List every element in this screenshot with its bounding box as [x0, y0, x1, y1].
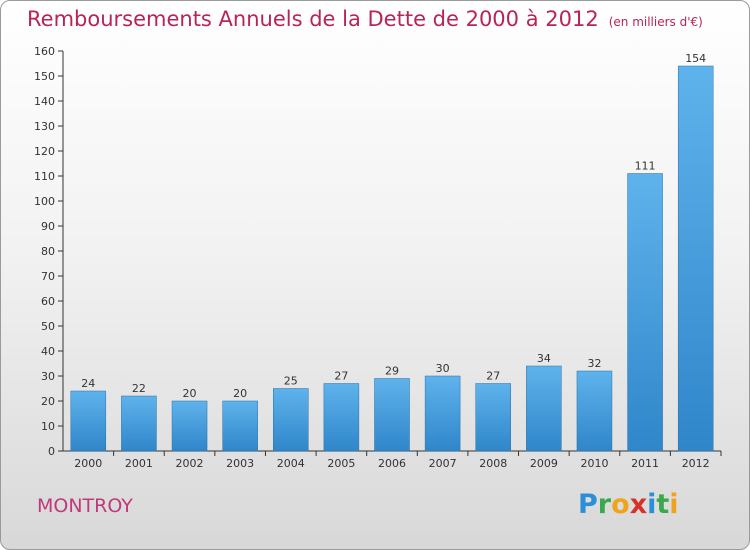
proxiti-logo: Proxiti — [578, 489, 679, 520]
y-tick-label: 130 — [34, 120, 55, 133]
bar-value-label: 29 — [385, 365, 399, 378]
x-tick-label: 2000 — [74, 457, 102, 470]
y-tick-label: 30 — [41, 370, 55, 383]
y-tick-label: 140 — [34, 95, 55, 108]
x-tick-label: 2009 — [530, 457, 558, 470]
y-tick-label: 90 — [41, 220, 55, 233]
x-tick-label: 2010 — [580, 457, 608, 470]
bar — [576, 370, 613, 452]
bar — [627, 173, 663, 452]
commune-name: MONTROY — [37, 495, 133, 517]
bar-value-label: 154 — [685, 52, 706, 65]
bar — [424, 375, 461, 452]
y-tick-label: 50 — [41, 320, 55, 333]
y-tick-label: 20 — [41, 395, 55, 408]
logo-letter: i — [647, 489, 657, 520]
y-tick-label: 0 — [48, 445, 55, 458]
x-tick-label: 2007 — [429, 457, 457, 470]
bar — [70, 390, 107, 452]
x-tick-label: 2004 — [277, 457, 305, 470]
x-tick-label: 2003 — [226, 457, 254, 470]
bar-value-label: 111 — [635, 160, 656, 173]
logo-letter: o — [611, 489, 630, 520]
logo-letter: t — [656, 489, 670, 520]
title-unit: (en milliers d'€) — [608, 15, 703, 29]
bar-value-label: 32 — [587, 357, 601, 370]
y-tick-label: 60 — [41, 295, 55, 308]
x-tick-label: 2008 — [479, 457, 507, 470]
bar — [475, 383, 511, 452]
x-tick-label: 2005 — [327, 457, 355, 470]
title-main: Remboursements Annuels de la Dette de 20… — [27, 7, 599, 31]
bar-value-label: 27 — [486, 370, 500, 383]
logo-letter: r — [597, 489, 612, 520]
bar — [273, 388, 309, 452]
bar — [677, 65, 714, 452]
bar-value-label: 22 — [132, 382, 146, 395]
logo-letter: P — [578, 489, 598, 520]
x-tick-label: 2012 — [682, 457, 710, 470]
x-tick-label: 2011 — [631, 457, 659, 470]
y-tick-label: 100 — [34, 195, 55, 208]
y-tick-label: 160 — [34, 45, 55, 58]
bar-value-label: 34 — [537, 352, 551, 365]
y-tick-label: 120 — [34, 145, 55, 158]
x-tick-label: 2001 — [125, 457, 153, 470]
bar — [526, 365, 562, 452]
bar-value-label: 24 — [81, 377, 95, 390]
bar — [171, 400, 208, 452]
logo-letter: x — [629, 489, 648, 520]
bar-value-label: 27 — [334, 370, 348, 383]
bar-value-label: 30 — [436, 362, 450, 375]
y-tick-label: 110 — [34, 170, 55, 183]
bar-value-label: 20 — [183, 387, 197, 400]
bar-value-label: 20 — [233, 387, 247, 400]
x-tick-label: 2002 — [176, 457, 204, 470]
bar-value-label: 25 — [284, 375, 298, 388]
y-tick-label: 80 — [41, 245, 55, 258]
bar — [222, 400, 258, 452]
y-tick-label: 150 — [34, 70, 55, 83]
bar — [121, 395, 157, 452]
logo-letter: i — [669, 489, 679, 520]
bar — [323, 383, 360, 452]
bar — [374, 378, 410, 452]
y-tick-label: 10 — [41, 420, 55, 433]
y-tick-label: 40 — [41, 345, 55, 358]
x-tick-label: 2006 — [378, 457, 406, 470]
y-tick-label: 70 — [41, 270, 55, 283]
chart-title: Remboursements Annuels de la Dette de 20… — [27, 7, 703, 31]
